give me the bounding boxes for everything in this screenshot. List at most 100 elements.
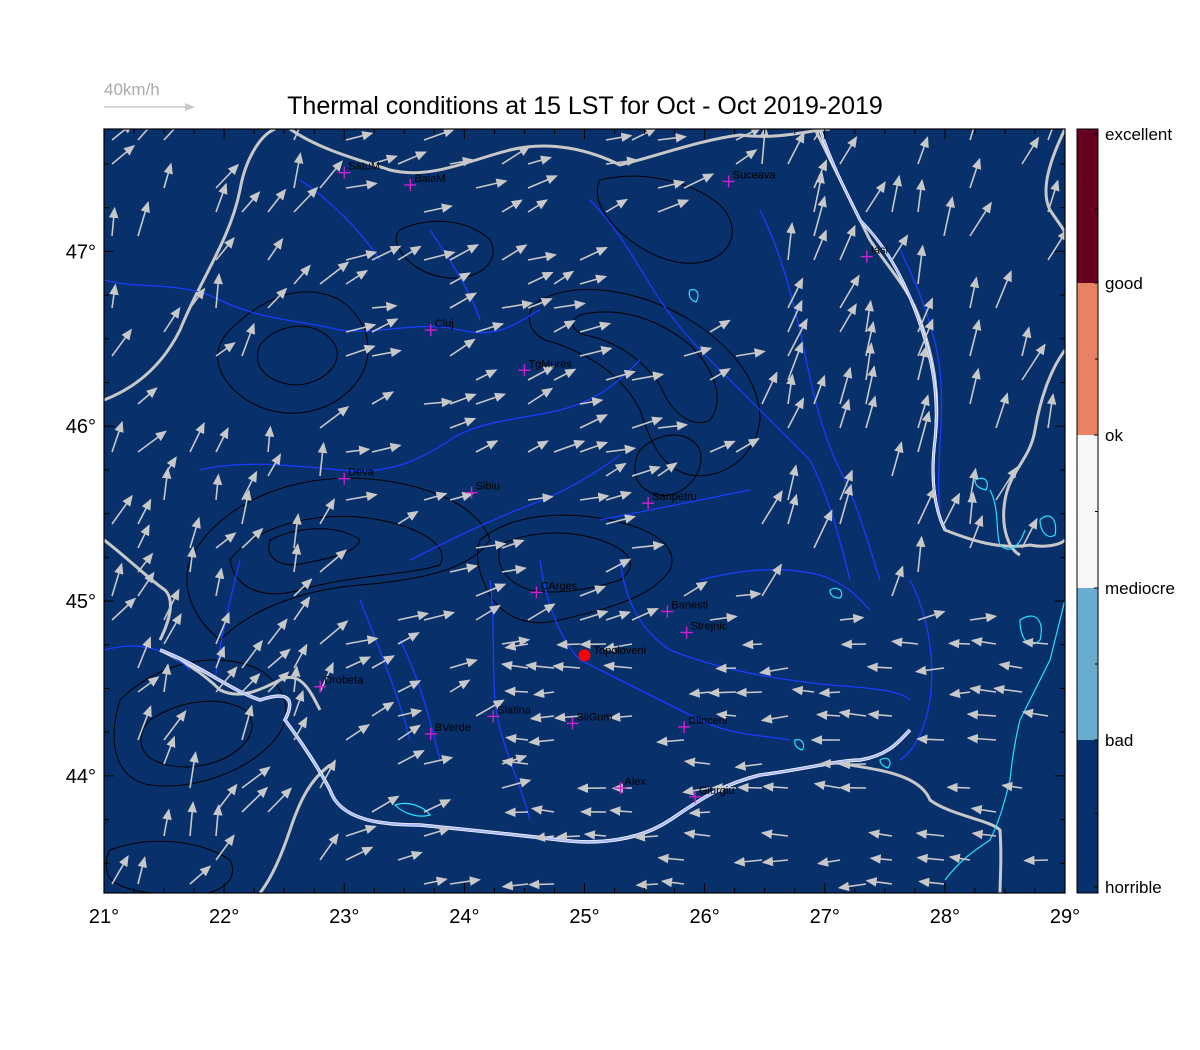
station-marker: Strejnic [680, 621, 728, 639]
wind-arrow [890, 637, 919, 648]
wind-arrow [475, 604, 501, 621]
wind-arrow [293, 596, 311, 621]
wind-arrow [267, 287, 288, 309]
wind-arrow [971, 829, 997, 840]
wind-arrow [839, 613, 865, 624]
wind-arrow [1021, 326, 1032, 357]
wind-arrow [657, 199, 690, 213]
wind-arrow [948, 638, 971, 649]
legend-band [1077, 740, 1098, 893]
wind-arrow [371, 347, 402, 358]
wind-arrow [737, 782, 763, 793]
station-label: SatuM [348, 161, 380, 173]
wind-arrow [187, 546, 197, 573]
wind-arrow [527, 271, 554, 285]
wind-arrow [969, 515, 984, 549]
station-marker: Clinceni [678, 715, 727, 733]
wind-arrow [475, 178, 508, 189]
wind-arrow [759, 666, 789, 676]
x-tick-label: 29° [1050, 906, 1080, 928]
wind-arrow [553, 368, 577, 381]
wind-arrow [966, 733, 997, 744]
wind-arrow [530, 805, 555, 815]
wind-arrow [319, 833, 339, 861]
x-tick-label: 27° [810, 906, 840, 928]
wind-arrow [1023, 855, 1049, 866]
wind-arrow [917, 410, 932, 453]
wind-arrow [161, 663, 172, 693]
wind-arrow [970, 805, 997, 815]
station-marker: Banesti [661, 600, 708, 618]
wind-arrow [605, 132, 633, 143]
wind-arrow [787, 131, 805, 165]
wind-arrow [293, 129, 300, 141]
wind-arrow [969, 157, 982, 189]
wind-arrow [397, 510, 419, 525]
wind-arrow [371, 655, 396, 669]
wind-arrow [583, 830, 607, 840]
wind-arrow [504, 807, 529, 818]
station-label: TgMures [528, 358, 572, 370]
wind-arrow [345, 824, 377, 837]
wind-arrow [500, 660, 529, 671]
legend-label: ok [1105, 426, 1123, 445]
wind-arrow [839, 483, 853, 525]
wind-arrow [969, 612, 998, 623]
wind-arrow [735, 687, 763, 698]
legend-label: horrible [1105, 878, 1162, 897]
wind-arrow [267, 648, 291, 669]
wind-arrow [865, 342, 875, 381]
station-marker: Drobeta [314, 675, 364, 693]
wind-arrow [917, 345, 929, 381]
wind-arrow [917, 609, 946, 621]
wind-arrow [969, 129, 975, 141]
wind-arrow [579, 246, 608, 261]
station-label: Sibiu [476, 481, 500, 493]
wind-arrow [995, 466, 1018, 501]
x-tick-label: 24° [449, 906, 479, 928]
wind-arrow [918, 877, 945, 888]
wind-arrow [137, 524, 150, 549]
wind-arrow [609, 806, 633, 816]
wind-arrow [1021, 708, 1049, 719]
wind-arrow [397, 749, 425, 765]
wind-arrow [760, 829, 789, 839]
wind-arrow [917, 297, 933, 333]
wind-arrow [163, 735, 176, 765]
highlight-marker: Topoloveni [578, 645, 646, 662]
wind-arrow [319, 759, 336, 789]
wind-arrow [816, 857, 841, 867]
wind-arrow [137, 430, 167, 453]
thermal-field [104, 129, 1065, 893]
wind-arrow [345, 724, 370, 741]
wind-arrow [995, 270, 1012, 309]
wind-arrow [943, 196, 955, 237]
wind-arrow [137, 201, 150, 237]
wind-arrow [475, 369, 498, 381]
wind-arrow [553, 300, 586, 310]
wind-arrow [501, 565, 527, 575]
station-label: BaiaM [414, 173, 445, 185]
wind-arrow [553, 270, 575, 285]
wind-arrow [527, 251, 558, 262]
wind-arrow [998, 661, 1023, 671]
wind-arrow [760, 714, 789, 724]
wind-arrow [501, 145, 531, 165]
wind-arrow [969, 318, 982, 357]
station-label: Slatina [497, 704, 532, 716]
lakes-coast [393, 289, 1065, 881]
station-marker: Cluj [424, 318, 454, 337]
wind-arrow [969, 367, 981, 405]
station-marker: Alex [614, 776, 646, 795]
wind-arrow [137, 705, 152, 741]
danube-river [159, 129, 947, 844]
wind-arrow [319, 620, 349, 645]
axis-ticks [103, 129, 1066, 893]
wind-arrow [319, 498, 335, 525]
wind-arrow [475, 440, 499, 453]
wind-arrow [213, 804, 223, 837]
wind-arrow [735, 437, 760, 453]
wind-arrow [501, 880, 529, 891]
wind-arrow [241, 191, 261, 213]
wind-arrow [579, 414, 609, 429]
